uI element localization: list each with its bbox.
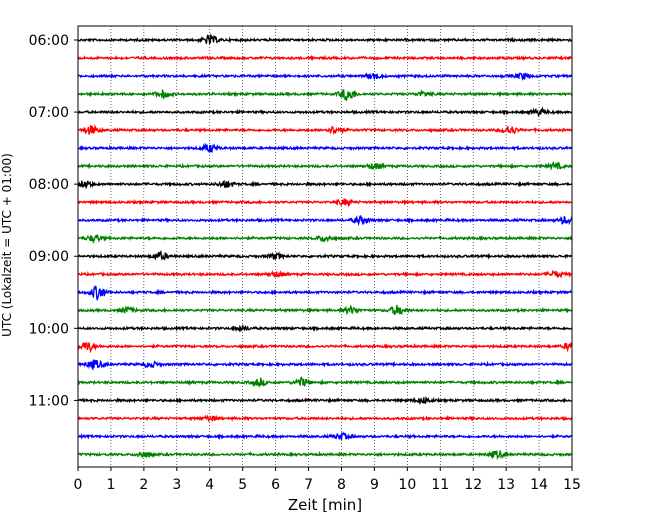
y-axis-label: UTC (Lokalzeit = UTC + 01:00) — [0, 153, 14, 337]
x-tick-label: 9 — [370, 477, 379, 493]
x-axis-label: Zeit [min] — [288, 496, 362, 514]
plot-frame — [77, 25, 573, 468]
x-tick-label: 5 — [238, 477, 247, 493]
seismic-trace — [77, 376, 573, 389]
seismic-trace — [77, 179, 573, 190]
seismic-trace — [78, 359, 573, 371]
seismic-trace — [77, 123, 573, 136]
y-tick-label: 11:00 — [29, 393, 69, 409]
seismic-trace — [77, 234, 573, 245]
seismic-trace — [77, 431, 573, 441]
x-tick-label: 8 — [337, 477, 346, 493]
seismic-trace — [77, 324, 573, 333]
x-tick-label: 13 — [497, 477, 515, 493]
y-tick-label: 06:00 — [29, 33, 69, 49]
seismic-trace — [77, 33, 573, 46]
seismic-trace — [77, 106, 573, 117]
y-tick-label: 08:00 — [29, 177, 69, 193]
x-tick-label: 1 — [106, 477, 115, 493]
seismic-trace — [77, 304, 573, 316]
x-tick-label: 10 — [398, 477, 416, 493]
x-tick-label: 14 — [530, 477, 548, 493]
seismic-trace — [77, 285, 573, 301]
y-tick-label: 10:00 — [29, 321, 69, 337]
seismic-trace — [77, 250, 573, 261]
x-tick-label: 11 — [431, 477, 449, 493]
y-tick-label: 07:00 — [29, 105, 69, 121]
x-tick-label: 3 — [172, 477, 181, 493]
seismic-trace — [77, 54, 573, 62]
seismic-trace — [77, 215, 573, 227]
x-tick-label: 6 — [271, 477, 280, 493]
x-tick-label: 2 — [139, 477, 148, 493]
x-tick-label: 15 — [563, 477, 581, 493]
seismic-trace — [77, 395, 573, 405]
seismic-trace — [77, 269, 572, 279]
y-tick-label: 09:00 — [29, 249, 69, 265]
x-tick-label: 12 — [464, 477, 482, 493]
x-tick-label: 7 — [304, 477, 313, 493]
x-tick-label: 4 — [205, 477, 214, 493]
y-axis: 06:00 07:00 08:00 09:00 10:00 11:00 — [29, 33, 78, 409]
seismic-trace — [77, 198, 573, 208]
seismic-trace — [77, 414, 573, 422]
seismic-trace — [77, 88, 573, 101]
x-axis: 0 1 2 3 4 5 6 7 8 9 10 11 12 13 14 15 — [74, 467, 581, 493]
seismic-trace — [77, 342, 573, 354]
traces — [77, 33, 573, 461]
seismic-trace — [77, 160, 573, 172]
seismic-trace — [77, 449, 573, 461]
x-tick-label: 0 — [74, 477, 83, 493]
seismic-trace — [77, 72, 573, 81]
seismic-trace — [77, 142, 573, 154]
